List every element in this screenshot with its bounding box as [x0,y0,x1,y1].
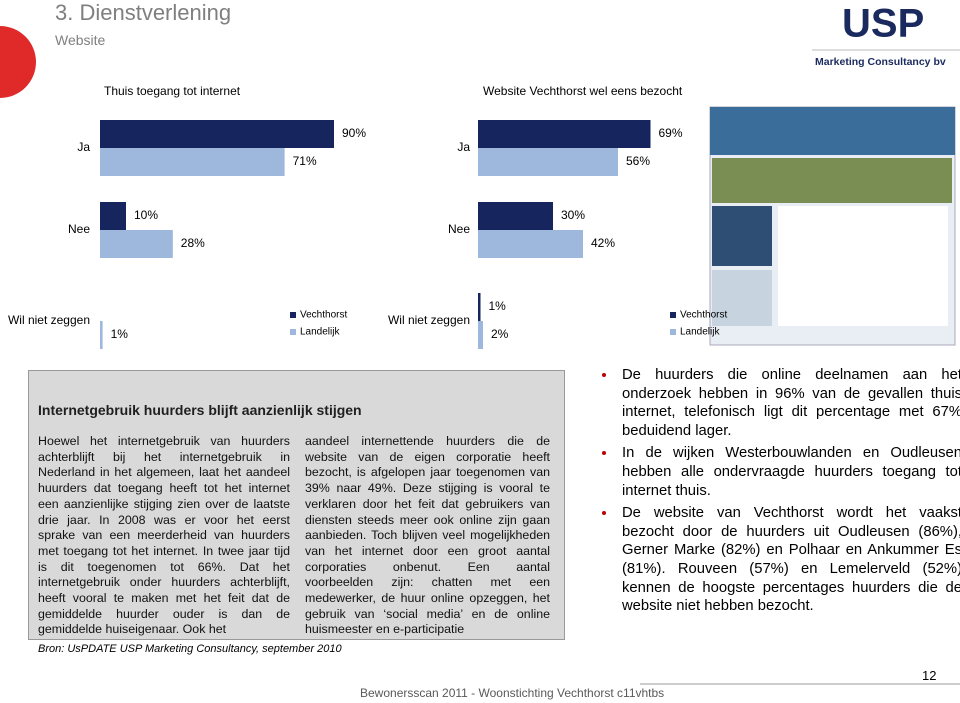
chart-title: Thuis toegang tot internet [104,84,241,98]
bar [100,202,126,230]
value-label: 28% [181,236,205,250]
bar [478,321,483,349]
value-label: 10% [134,208,158,222]
chart-title: Website Vechthorst wel eens bezocht [483,84,683,98]
value-label: 69% [659,126,683,140]
value-label: 1% [489,299,507,313]
source: Bron: UsPDATE USP Marketing Consultancy,… [38,643,342,655]
box-column: Hoewel het internetgebruik van huurders … [38,434,290,637]
category-label: Wil niet zeggen [8,313,90,327]
legend-swatch [670,312,676,318]
value-label: 42% [591,236,615,250]
footer-text: Bewonersscan 2011 - Woonstichting Vechth… [360,686,665,700]
value-label: 90% [342,126,366,140]
legend-swatch [290,329,296,335]
bar [100,120,334,148]
bullet-list: De huurders die online deelnamen aan het… [600,366,960,620]
value-label: 71% [293,154,317,168]
website-screenshot [709,106,956,346]
category-label: Ja [77,140,90,154]
category-label: Wil niet zeggen [388,313,470,327]
value-label: 30% [561,208,585,222]
bar [478,230,583,258]
bar [478,120,651,148]
text-box [28,370,565,640]
bar [478,148,618,176]
legend-swatch [670,329,676,335]
value-label: 56% [626,154,650,168]
legend-label: Vechthorst [680,310,727,321]
bar [478,202,553,230]
category-label: Nee [68,222,90,236]
bar [100,230,173,258]
bullet: In de wijken Westerbouwlanden en Oudleus… [602,445,960,499]
decoration [0,26,36,98]
bar [100,321,103,349]
logo-text: USP [842,2,924,46]
bar [478,293,481,321]
legend-label: Landelijk [300,327,340,338]
legend-swatch [290,312,296,318]
page-number: 12 [922,668,937,683]
value-label: 2% [491,327,509,341]
legend-label: Landelijk [680,327,720,338]
value-label: 1% [111,327,129,341]
box-title: Internetgebruik huurders blijft aanzienl… [38,402,362,418]
legend-label: Vechthorst [300,310,347,321]
logo-tagline: Marketing Consultancy bv [815,56,946,68]
slide-title: 3. Dienstverlening [55,0,232,25]
bullet: De huurders die online deelnamen aan het… [602,367,960,439]
bar [100,148,285,176]
category-label: Nee [448,222,470,236]
bullet: De website van Vechthorst wordt het vaak… [602,505,960,615]
slide-subtitle: Website [55,32,106,48]
category-label: Ja [457,140,470,154]
box-column: aandeel internettende huurders die de we… [305,434,550,637]
